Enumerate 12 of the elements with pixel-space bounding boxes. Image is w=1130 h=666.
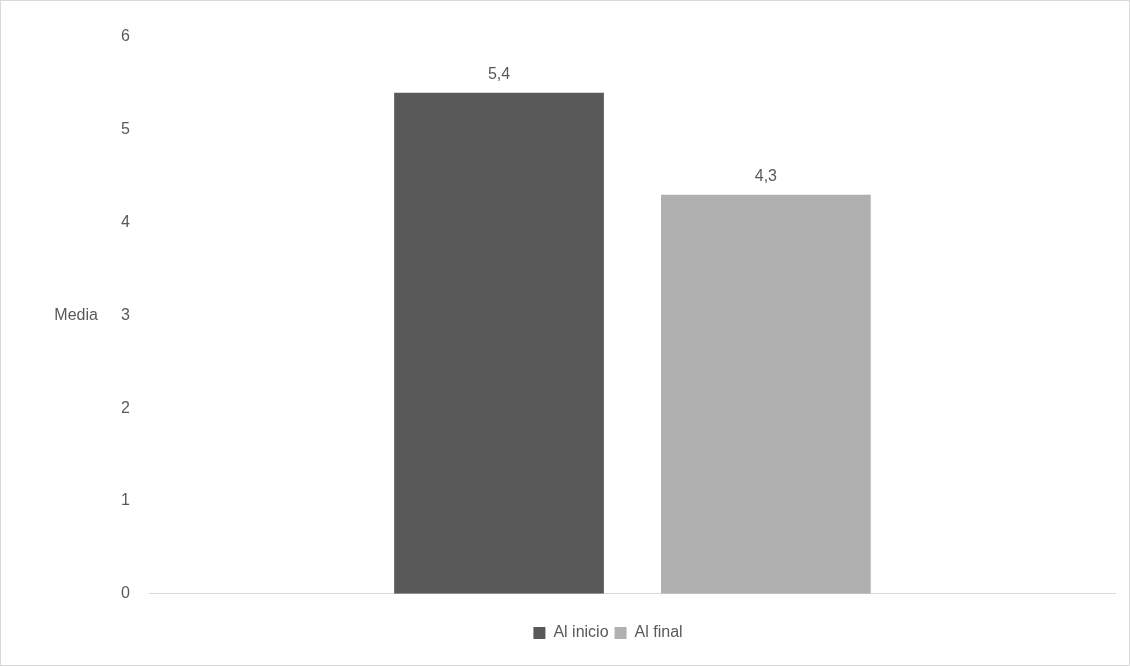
y-tick-label: 0 [120,584,130,602]
y-tick-label: 6 [120,27,130,45]
y-tick-label: 2 [120,398,130,416]
legend-label: Al final [634,623,683,641]
y-tick-label: 5 [120,120,130,138]
data-label: 5,4 [487,65,511,83]
data-label: 4,3 [754,167,778,185]
y-tick-label: 4 [120,213,130,231]
legend-label: Al inicio [553,623,609,641]
y-tick-label: 3 [120,305,130,323]
y-tick-label: 1 [120,491,130,509]
y-axis-title: Media [54,305,98,323]
